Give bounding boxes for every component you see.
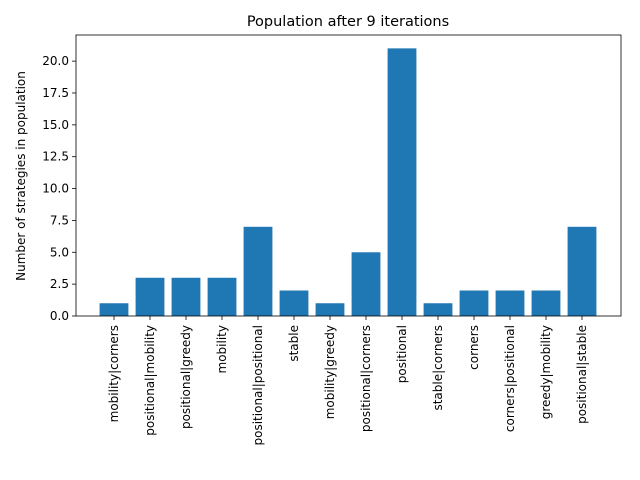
x-tick-label-13: positional|stable: [575, 325, 589, 424]
x-tick-label-6: mobility|greedy: [323, 325, 337, 419]
x-tick-label-2: positional|greedy: [179, 325, 193, 429]
x-ticks-group: mobility|corners positional|mobility posit…: [107, 316, 589, 445]
x-tick-label-4: positional|positional: [251, 325, 265, 445]
bar-13: [568, 227, 597, 316]
bar-1: [136, 278, 165, 316]
bar-6: [316, 303, 345, 316]
bar-8: [388, 48, 417, 316]
y-tick-label-3: 7.5: [50, 213, 69, 227]
x-tick-label-1: positional|mobility: [143, 325, 157, 436]
x-tick-label-10: corners: [467, 325, 481, 370]
x-tick-label-11: corners|positional: [503, 325, 517, 432]
chart-title: Population after 9 iterations: [247, 14, 449, 30]
y-tick-label-4: 10.0: [42, 182, 69, 196]
y-ticks-group: 0.0 2.5 5.0 7.5 10.0 12.5 15.0 17.5 20.0: [42, 54, 76, 323]
bar-11: [496, 291, 525, 316]
x-tick-label-7: positional|corners: [359, 325, 373, 432]
y-tick-label-0: 0.0: [50, 309, 69, 323]
y-tick-label-6: 15.0: [42, 118, 69, 132]
y-axis-label: Number of strategies in population: [14, 71, 28, 281]
bar-10: [460, 291, 489, 316]
x-tick-label-8: positional: [395, 325, 409, 383]
bar-9: [424, 303, 453, 316]
bar-12: [532, 291, 561, 316]
x-tick-label-0: mobility|corners: [107, 325, 121, 422]
x-tick-label-5: stable: [287, 325, 301, 362]
bar-7: [352, 252, 381, 316]
x-tick-label-3: mobility: [215, 325, 229, 373]
y-tick-label-7: 17.5: [42, 86, 69, 100]
y-tick-label-2: 5.0: [50, 245, 69, 259]
bar-2: [172, 278, 201, 316]
bar-5: [280, 291, 309, 316]
x-tick-label-12: greedy|mobility: [539, 325, 553, 419]
x-tick-label-9: stable|corners: [431, 325, 445, 411]
y-tick-label-5: 12.5: [42, 150, 69, 164]
bars-group: [100, 48, 597, 316]
y-tick-label-8: 20.0: [42, 54, 69, 68]
y-tick-label-1: 2.5: [50, 277, 69, 291]
bar-4: [244, 227, 273, 316]
bar-0: [100, 303, 129, 316]
plot-frame: [76, 35, 621, 316]
bar-3: [208, 278, 237, 316]
